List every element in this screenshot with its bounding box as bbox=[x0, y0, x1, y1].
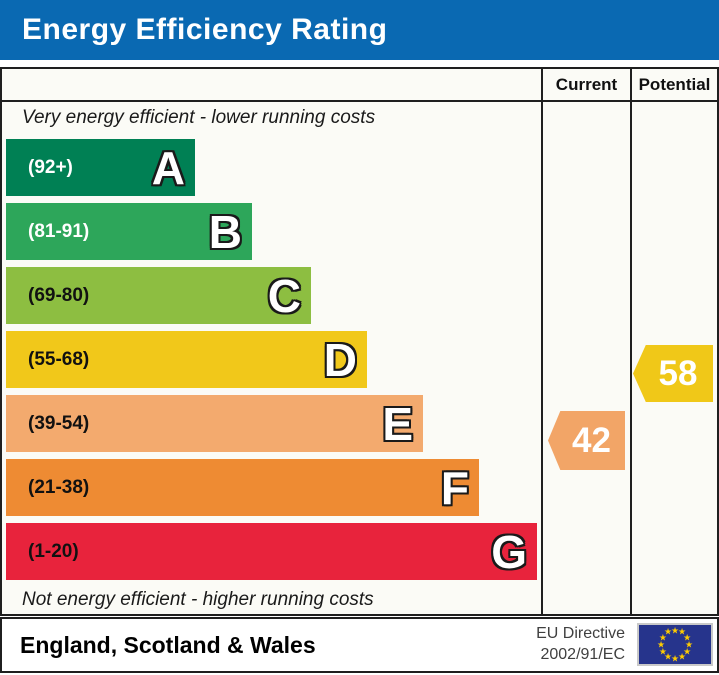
band-e: (39-54) E bbox=[6, 395, 423, 452]
potential-column-divider bbox=[630, 69, 632, 614]
band-d: (55-68) D bbox=[6, 331, 367, 388]
footer: England, Scotland & Wales EU Directive 2… bbox=[0, 617, 719, 673]
page-title: Energy Efficiency Rating bbox=[22, 13, 388, 46]
eu-flag-star: ★ bbox=[683, 632, 692, 642]
potential-column-header: Potential bbox=[638, 74, 711, 94]
band-c-range: (69-80) bbox=[28, 284, 90, 306]
title-bar: Energy Efficiency Rating bbox=[0, 0, 719, 60]
eu-flag-star: ★ bbox=[684, 639, 694, 649]
eu-flag-star: ★ bbox=[663, 626, 673, 637]
band-f: (21-38) F bbox=[6, 459, 479, 516]
band-a: (92+) A bbox=[6, 139, 195, 196]
band-a-range: (92+) bbox=[28, 156, 73, 178]
eu-directive-line1: EU Directive bbox=[536, 625, 625, 643]
eu-flag-star: ★ bbox=[670, 653, 680, 663]
band-g: (1-20) G bbox=[6, 523, 537, 580]
eu-flag-star: ★ bbox=[658, 646, 667, 656]
potential-value: 58 bbox=[658, 353, 698, 393]
band-c-letter: C bbox=[267, 269, 301, 322]
bottom-note: Not energy efficient - higher running co… bbox=[22, 589, 374, 610]
band-e-range: (39-54) bbox=[28, 412, 90, 434]
band-g-letter: G bbox=[491, 525, 527, 578]
band-d-letter: D bbox=[323, 333, 357, 386]
band-a-letter: A bbox=[151, 141, 185, 194]
rating-table: Current Potential Very energy efficient … bbox=[0, 67, 719, 616]
region-label: England, Scotland & Wales bbox=[20, 631, 316, 658]
band-c: (69-80) C bbox=[6, 267, 311, 324]
band-f-letter: F bbox=[440, 461, 469, 514]
eu-directive-label: EU Directive 2002/91/EC bbox=[536, 624, 625, 666]
eu-flag-star: ★ bbox=[658, 632, 667, 642]
potential-badge: 58 bbox=[633, 345, 713, 402]
header-divider bbox=[2, 100, 717, 102]
band-f-range: (21-38) bbox=[28, 476, 90, 498]
eu-flag-star: ★ bbox=[656, 639, 666, 649]
top-note: Very energy efficient - lower running co… bbox=[22, 107, 376, 128]
band-g-range: (1-20) bbox=[28, 540, 79, 562]
eu-directive-line2: 2002/91/EC bbox=[540, 646, 625, 663]
band-list: (92+) A (81-91) B (69-80) C (55-68) D (3… bbox=[6, 139, 537, 587]
current-column-divider bbox=[541, 69, 543, 614]
eu-flag-star: ★ bbox=[683, 646, 692, 656]
current-column-header: Current bbox=[555, 74, 618, 94]
band-b: (81-91) B bbox=[6, 203, 252, 260]
eu-flag: ★ ★ ★ ★ ★ ★ ★ ★ ★ ★ ★ ★ bbox=[637, 623, 713, 666]
eu-flag-star: ★ bbox=[677, 626, 687, 637]
band-e-letter: E bbox=[382, 397, 413, 450]
eu-flag-star: ★ bbox=[670, 625, 680, 635]
band-b-range: (81-91) bbox=[28, 220, 90, 242]
band-b-letter: B bbox=[208, 205, 242, 258]
current-value: 42 bbox=[572, 420, 611, 460]
eu-flag-star: ★ bbox=[677, 651, 687, 662]
band-d-range: (55-68) bbox=[28, 348, 90, 370]
eu-flag-star: ★ bbox=[663, 651, 673, 662]
current-badge: 42 bbox=[548, 411, 625, 470]
